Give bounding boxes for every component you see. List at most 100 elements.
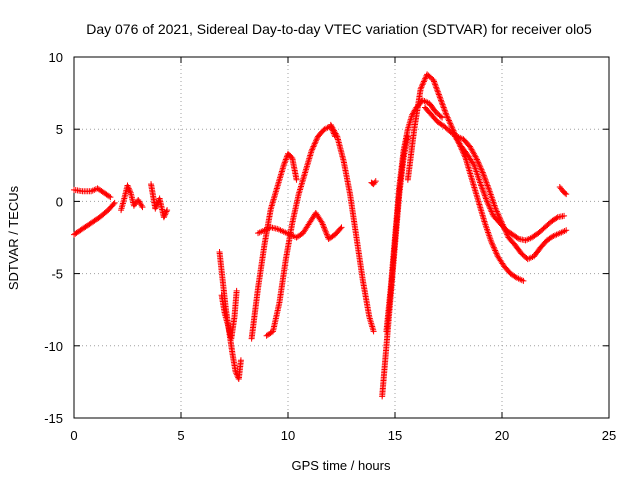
data-point	[437, 113, 444, 120]
data-point	[435, 91, 442, 98]
data-point	[280, 162, 287, 169]
data-point	[563, 191, 570, 198]
data-point	[313, 136, 320, 143]
data-point	[483, 196, 490, 203]
data-point	[445, 116, 452, 123]
data-point	[439, 101, 446, 108]
x-axis-label: GPS time / hours	[292, 458, 391, 473]
data-point	[481, 192, 488, 199]
data-point	[436, 92, 443, 99]
data-point	[282, 156, 289, 163]
data-point	[481, 173, 488, 180]
x-tick-label: 15	[388, 428, 402, 443]
data-point	[311, 142, 318, 149]
data-point	[434, 88, 441, 95]
data-point	[420, 78, 427, 85]
axis-ticks: 0 5 10 15 20 25 -15 -10 -5 0 5 10	[44, 50, 616, 443]
data-point	[478, 183, 485, 190]
data-point	[520, 277, 527, 284]
y-tick-label: 5	[56, 122, 63, 137]
data-point	[441, 105, 448, 112]
data-point	[237, 357, 244, 364]
data-point	[488, 240, 495, 247]
data-point	[308, 147, 315, 154]
data-point	[139, 204, 146, 211]
data-point	[433, 84, 440, 91]
data-point	[484, 182, 491, 189]
data-point	[482, 176, 489, 183]
y-tick-label: 0	[56, 194, 63, 209]
data-points	[71, 71, 570, 400]
data-point	[490, 244, 497, 251]
data-point	[233, 287, 240, 294]
data-point	[441, 107, 448, 114]
data-point	[419, 81, 426, 88]
data-point	[152, 205, 159, 212]
data-point	[491, 246, 498, 253]
data-point	[163, 208, 170, 215]
data-point	[473, 155, 480, 162]
data-point	[480, 172, 487, 179]
data-point	[472, 153, 479, 160]
data-point	[482, 195, 489, 202]
data-point	[433, 85, 440, 92]
data-point	[493, 207, 500, 214]
data-point	[319, 221, 326, 228]
data-point	[323, 231, 330, 238]
data-point	[337, 225, 344, 232]
data-point	[420, 79, 427, 86]
x-tick-label: 25	[602, 428, 616, 443]
data-point	[474, 157, 481, 164]
data-point	[422, 75, 429, 82]
data-point	[484, 181, 491, 188]
data-point	[282, 157, 289, 164]
data-point	[481, 175, 488, 182]
data-point	[434, 87, 441, 94]
data-point	[485, 202, 492, 209]
data-point	[562, 190, 569, 197]
x-tick-label: 10	[281, 428, 295, 443]
data-point	[479, 185, 486, 192]
data-point	[475, 159, 482, 166]
data-point	[485, 183, 492, 190]
data-point	[438, 98, 445, 105]
data-point	[164, 207, 171, 214]
data-point	[484, 198, 491, 205]
data-point	[481, 191, 488, 198]
data-point	[477, 181, 484, 188]
data-point	[161, 212, 168, 219]
data-point	[492, 205, 499, 212]
data-point	[484, 199, 491, 206]
data-point	[439, 114, 446, 121]
data-point	[442, 108, 449, 115]
data-point	[438, 97, 445, 104]
data-point	[473, 156, 480, 163]
data-point	[281, 160, 288, 167]
data-point	[480, 170, 487, 177]
data-point	[486, 204, 493, 211]
data-point	[372, 178, 379, 185]
data-point	[478, 166, 485, 173]
data-point	[437, 95, 444, 102]
data-point	[162, 209, 169, 216]
data-point	[417, 85, 424, 92]
data-point	[138, 202, 145, 209]
data-point	[443, 111, 450, 118]
data-point	[444, 114, 451, 121]
data-point	[444, 113, 451, 120]
data-point	[293, 176, 300, 183]
data-point	[448, 123, 455, 130]
data-point	[480, 188, 487, 195]
data-point	[494, 209, 501, 216]
y-tick-label: -15	[44, 411, 63, 426]
data-point	[446, 118, 453, 125]
x-tick-label: 5	[177, 428, 184, 443]
data-point	[477, 163, 484, 170]
data-point	[493, 208, 500, 215]
data-point	[322, 227, 329, 234]
data-point	[430, 77, 437, 84]
data-point	[160, 214, 167, 221]
data-point	[110, 201, 117, 208]
data-point	[485, 185, 492, 192]
data-point	[477, 165, 484, 172]
